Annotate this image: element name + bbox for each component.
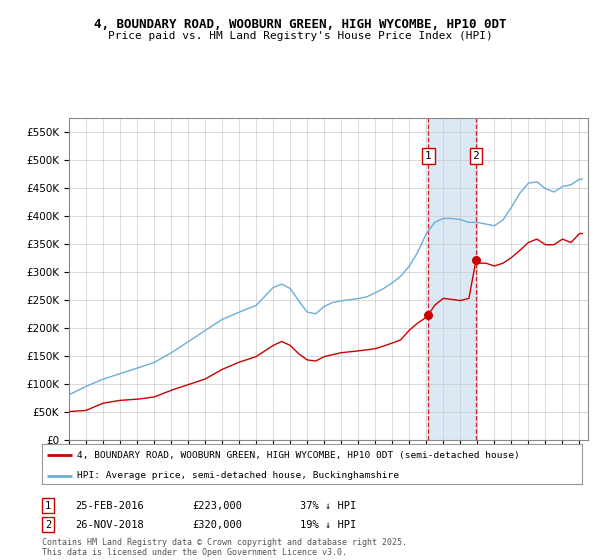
Text: Contains HM Land Registry data © Crown copyright and database right 2025.
This d: Contains HM Land Registry data © Crown c… <box>42 538 407 557</box>
Text: 2: 2 <box>473 151 479 161</box>
Bar <box>428 118 476 440</box>
Text: 2: 2 <box>45 520 51 530</box>
Text: £320,000: £320,000 <box>192 520 242 530</box>
Text: 1: 1 <box>425 151 432 161</box>
Point <box>424 310 433 319</box>
Text: 4, BOUNDARY ROAD, WOOBURN GREEN, HIGH WYCOMBE, HP10 0DT (semi-detached house): 4, BOUNDARY ROAD, WOOBURN GREEN, HIGH WY… <box>77 451 520 460</box>
Point <box>471 256 481 265</box>
Text: 19% ↓ HPI: 19% ↓ HPI <box>300 520 356 530</box>
Text: 4, BOUNDARY ROAD, WOOBURN GREEN, HIGH WYCOMBE, HP10 0DT: 4, BOUNDARY ROAD, WOOBURN GREEN, HIGH WY… <box>94 18 506 31</box>
Text: 26-NOV-2018: 26-NOV-2018 <box>75 520 144 530</box>
Text: £223,000: £223,000 <box>192 501 242 511</box>
Text: 1: 1 <box>45 501 51 511</box>
Text: Price paid vs. HM Land Registry's House Price Index (HPI): Price paid vs. HM Land Registry's House … <box>107 31 493 41</box>
Text: 37% ↓ HPI: 37% ↓ HPI <box>300 501 356 511</box>
Text: HPI: Average price, semi-detached house, Buckinghamshire: HPI: Average price, semi-detached house,… <box>77 471 399 480</box>
Text: 25-FEB-2016: 25-FEB-2016 <box>75 501 144 511</box>
